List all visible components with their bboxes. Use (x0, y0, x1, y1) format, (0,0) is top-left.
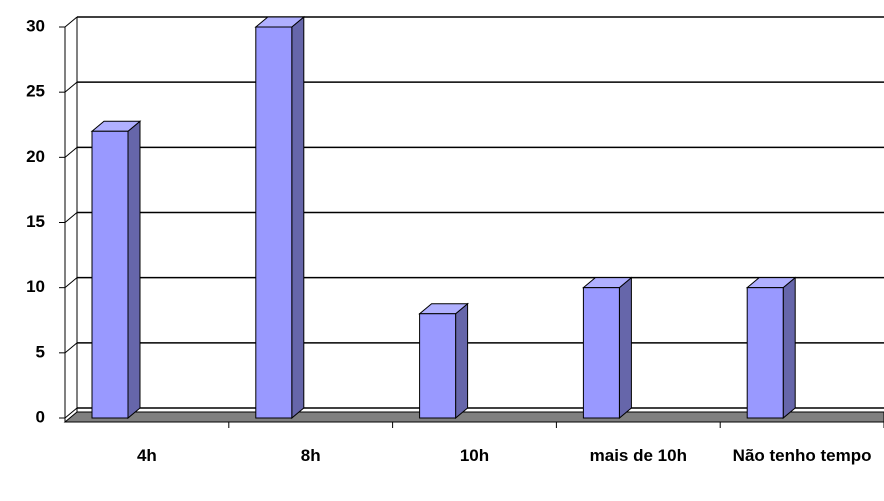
bar (582, 276, 633, 420)
bar-side (455, 302, 469, 420)
bar-side (127, 120, 141, 420)
bar-front (91, 130, 129, 419)
grid-line-depth (64, 212, 78, 223)
x-tick-label: 8h (300, 446, 321, 465)
bar (418, 302, 469, 420)
y-tick-label: 30 (26, 16, 45, 35)
y-tick-label: 10 (26, 277, 45, 296)
grid-line-depth (64, 81, 78, 93)
bar (745, 276, 797, 420)
bar-front (746, 287, 784, 419)
bar-front (255, 26, 293, 419)
grid-line-depth (64, 407, 78, 419)
x-tick-label: 10h (459, 446, 490, 465)
grid-line-depth (64, 342, 78, 354)
y-tick-label: 0 (36, 407, 45, 426)
bar-side (291, 15, 305, 420)
grid-line-depth (64, 16, 78, 28)
grid-line-depth (64, 277, 78, 289)
x-tick-label: 4h (136, 446, 157, 465)
bar-side (618, 276, 632, 420)
x-tick-label: Não tenho tempo (732, 446, 872, 465)
bar (90, 120, 142, 420)
bar-front (582, 287, 620, 419)
bar-front (419, 313, 457, 419)
y-tick-label: 25 (26, 82, 45, 101)
grid-line-depth (64, 146, 78, 158)
bar (254, 15, 306, 420)
y-tick-label: 15 (26, 212, 45, 231)
y-tick-label: 20 (26, 147, 45, 166)
y-tick-label: 5 (36, 342, 45, 361)
x-tick-label: mais de 10h (589, 446, 687, 465)
bar-side (782, 276, 796, 420)
